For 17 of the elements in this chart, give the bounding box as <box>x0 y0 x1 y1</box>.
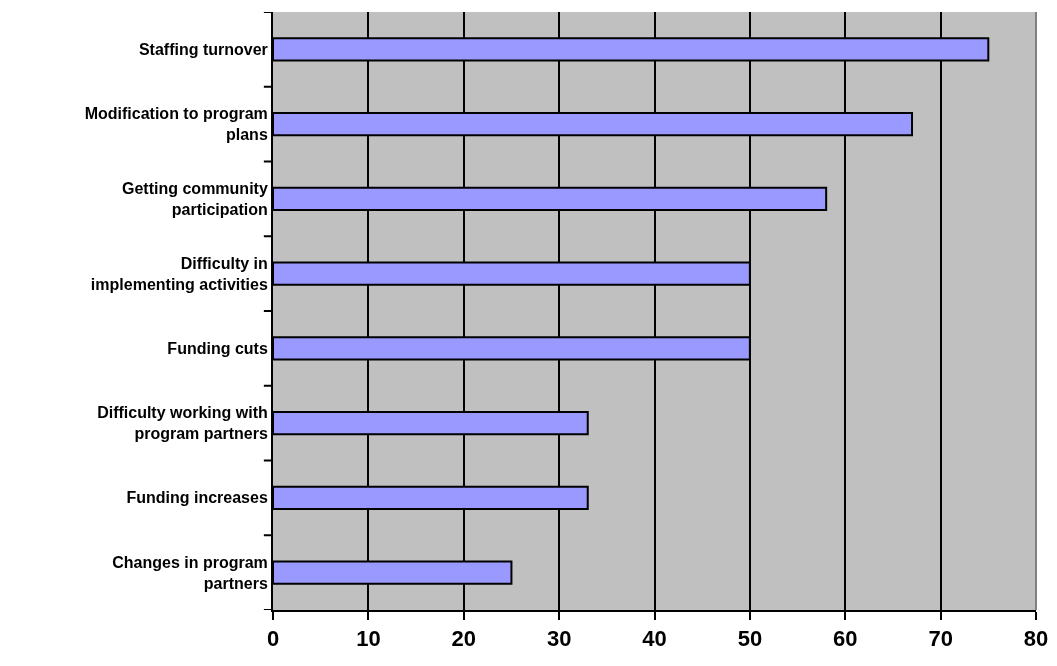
y-tick-label: Modification to program plans <box>84 105 268 144</box>
y-tick-label: Funding increases <box>126 489 268 507</box>
y-tick-label: Difficulty in implementing activities <box>90 254 268 293</box>
x-tick-label: 60 <box>833 626 858 652</box>
y-tick-label: Funding cuts <box>167 339 268 357</box>
x-tick-label: 20 <box>451 626 476 652</box>
y-tick-label: Difficulty working with program partners <box>97 404 268 443</box>
y-tick-label: Getting community participation <box>122 180 268 218</box>
y-tick-label: Staffing turnover <box>138 40 268 58</box>
x-tick-label: 10 <box>356 626 381 652</box>
x-tick-label: 80 <box>1023 626 1049 652</box>
x-tick-label: 0 <box>266 626 280 652</box>
x-tick-label: 40 <box>642 626 667 652</box>
x-tick-label: 70 <box>928 626 953 652</box>
y-tick-label: Changes in program partners <box>112 553 268 592</box>
x-tick-label: 50 <box>737 626 763 652</box>
x-tick-label: 30 <box>546 626 572 652</box>
